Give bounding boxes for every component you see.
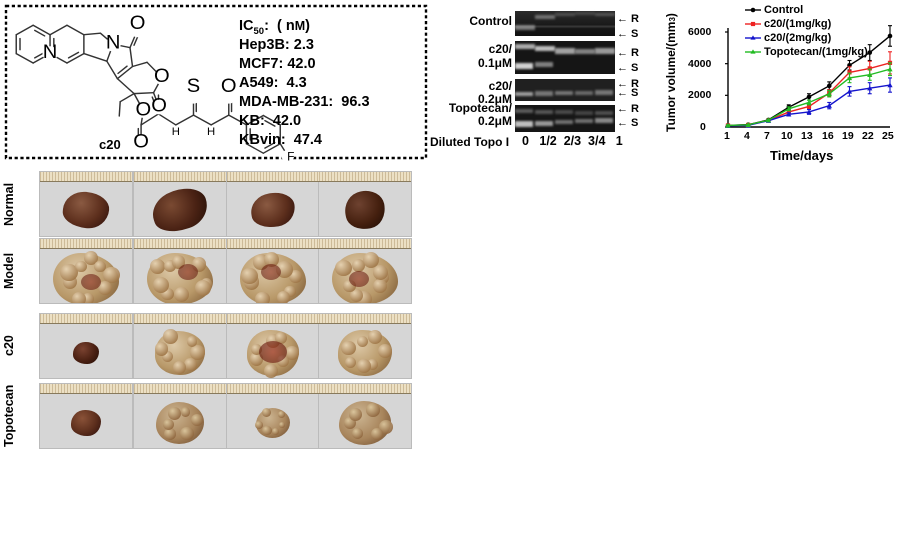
svg-text:O: O: [154, 65, 170, 87]
svg-text:O: O: [221, 76, 237, 98]
svg-text:O: O: [133, 131, 149, 153]
svg-text:N: N: [43, 41, 58, 63]
svg-text:O: O: [130, 12, 146, 34]
svg-text:N: N: [106, 32, 121, 54]
svg-text:F: F: [287, 151, 294, 164]
svg-text:O: O: [136, 99, 152, 121]
svg-text:H: H: [207, 126, 215, 138]
svg-text:O: O: [151, 95, 167, 117]
svg-text:H: H: [172, 126, 180, 138]
svg-text:S: S: [187, 76, 200, 98]
